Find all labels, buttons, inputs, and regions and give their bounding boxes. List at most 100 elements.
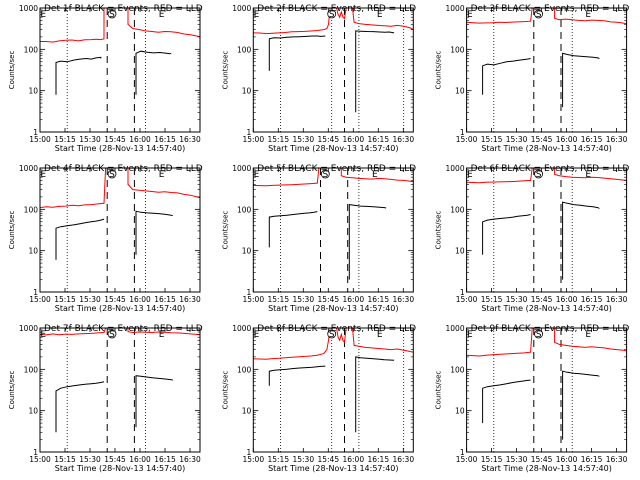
x-tick-label: 15:30 xyxy=(79,455,101,464)
time-marker-label: E xyxy=(372,170,378,180)
x-tick-label: 16:15 xyxy=(154,135,176,144)
y-tick-label: 1 xyxy=(460,128,465,137)
events-series-line xyxy=(268,365,326,386)
x-tick-label: 15:30 xyxy=(506,295,528,304)
y-tick-label: 10 xyxy=(455,87,465,96)
y-tick-label: 10 xyxy=(242,247,252,256)
events-series-line xyxy=(355,30,395,113)
x-tick-label: 15:15 xyxy=(54,455,76,464)
plot-frame xyxy=(252,7,414,133)
plot-frame xyxy=(39,7,201,133)
y-tick-label: 1000 xyxy=(232,324,251,333)
x-tick-label: 16:00 xyxy=(342,135,364,144)
plot-frame xyxy=(466,7,628,133)
events-series-line xyxy=(482,214,531,255)
y-tick-label: 100 xyxy=(450,205,465,214)
x-tick-label: 16:00 xyxy=(129,455,151,464)
y-tick-label: 100 xyxy=(24,45,39,54)
x-axis-label: Start Time (28-Nov-13 14:57:40) xyxy=(481,304,611,313)
x-axis-label: Start Time (28-Nov-13 14:57:40) xyxy=(268,144,398,153)
x-tick-label: 16:30 xyxy=(392,135,414,144)
lld-series-line xyxy=(40,328,200,336)
x-tick-label: 16:30 xyxy=(179,295,201,304)
x-tick-label: 16:00 xyxy=(556,295,578,304)
panel-title: Det 3f BLACK = Events, RED = LLD xyxy=(471,4,630,14)
plot-frame xyxy=(252,327,414,453)
y-axis-label: Counts/sec xyxy=(221,371,229,410)
x-tick-label: 16:15 xyxy=(154,295,176,304)
y-axis-label: Counts/sec xyxy=(8,211,16,250)
time-marker-label: E xyxy=(254,10,260,20)
plot-frame xyxy=(466,167,628,293)
y-tick-label: 10 xyxy=(28,87,38,96)
y-tick-label: 100 xyxy=(24,205,39,214)
events-series-line xyxy=(562,201,600,280)
time-marker-label: S xyxy=(329,330,335,340)
time-marker-label: E xyxy=(40,330,46,340)
events-series-line xyxy=(55,218,105,260)
events-series-line xyxy=(268,35,326,71)
x-tick-label: 16:15 xyxy=(367,135,389,144)
events-series-line xyxy=(135,210,173,255)
x-tick-label: 15:30 xyxy=(506,135,528,144)
x-tick-label: 16:15 xyxy=(154,455,176,464)
x-tick-label: 15:45 xyxy=(104,455,126,464)
time-marker-label: E xyxy=(254,330,260,340)
y-axis-label: Counts/sec xyxy=(221,51,229,90)
time-marker-label: E xyxy=(377,330,383,340)
y-tick-label: 100 xyxy=(450,365,465,374)
x-tick-label: 15:30 xyxy=(292,135,314,144)
y-tick-label: 1 xyxy=(33,128,38,137)
y-tick-label: 1 xyxy=(460,448,465,457)
flare-marker-circle xyxy=(534,9,543,19)
y-tick-label: 1000 xyxy=(232,4,251,13)
x-tick-label: 15:45 xyxy=(531,135,553,144)
time-marker-label: S xyxy=(109,10,115,20)
x-tick-label: 16:00 xyxy=(556,135,578,144)
time-marker-label: S xyxy=(322,170,328,180)
y-axis-label: Counts/sec xyxy=(8,51,16,90)
events-series-line xyxy=(355,356,395,433)
x-tick-label: 15:45 xyxy=(317,135,339,144)
x-tick-label: 16:30 xyxy=(179,455,201,464)
y-tick-label: 100 xyxy=(237,45,252,54)
y-tick-label: 1 xyxy=(247,288,252,297)
y-tick-label: 1000 xyxy=(232,164,251,173)
x-tick-label: 15:45 xyxy=(317,295,339,304)
events-series-line xyxy=(268,211,318,248)
y-tick-label: 10 xyxy=(455,407,465,416)
time-marker-label: E xyxy=(585,10,591,20)
events-series-line xyxy=(55,381,105,433)
plot-frame xyxy=(39,327,201,453)
y-tick-label: 100 xyxy=(237,365,252,374)
time-marker-label: S xyxy=(109,330,115,340)
y-tick-label: 100 xyxy=(237,205,252,214)
panel-title: Det 6f BLACK = Events, RED = LLD xyxy=(471,164,630,174)
lld-series-line xyxy=(40,8,200,43)
x-tick-label: 16:30 xyxy=(179,135,201,144)
x-tick-label: 15:00 xyxy=(456,295,478,304)
y-tick-label: 1 xyxy=(33,288,38,297)
y-tick-label: 1 xyxy=(33,448,38,457)
x-tick-label: 15:00 xyxy=(29,295,51,304)
x-tick-label: 15:15 xyxy=(54,295,76,304)
x-axis-label: Start Time (28-Nov-13 14:57:40) xyxy=(55,464,185,473)
x-tick-label: 16:15 xyxy=(581,295,603,304)
events-series-line xyxy=(482,58,531,95)
flare-marker-circle xyxy=(327,9,337,19)
x-tick-label: 15:45 xyxy=(104,295,126,304)
time-marker-label: E xyxy=(585,170,591,180)
x-tick-label: 16:30 xyxy=(606,135,628,144)
flare-marker-circle xyxy=(107,329,117,339)
x-tick-label: 15:00 xyxy=(242,135,264,144)
x-tick-label: 15:45 xyxy=(104,135,126,144)
time-marker-label: E xyxy=(585,330,591,340)
events-series-line xyxy=(562,52,600,108)
lld-series-line xyxy=(253,8,414,35)
x-axis-label: Start Time (28-Nov-13 14:57:40) xyxy=(481,144,611,153)
